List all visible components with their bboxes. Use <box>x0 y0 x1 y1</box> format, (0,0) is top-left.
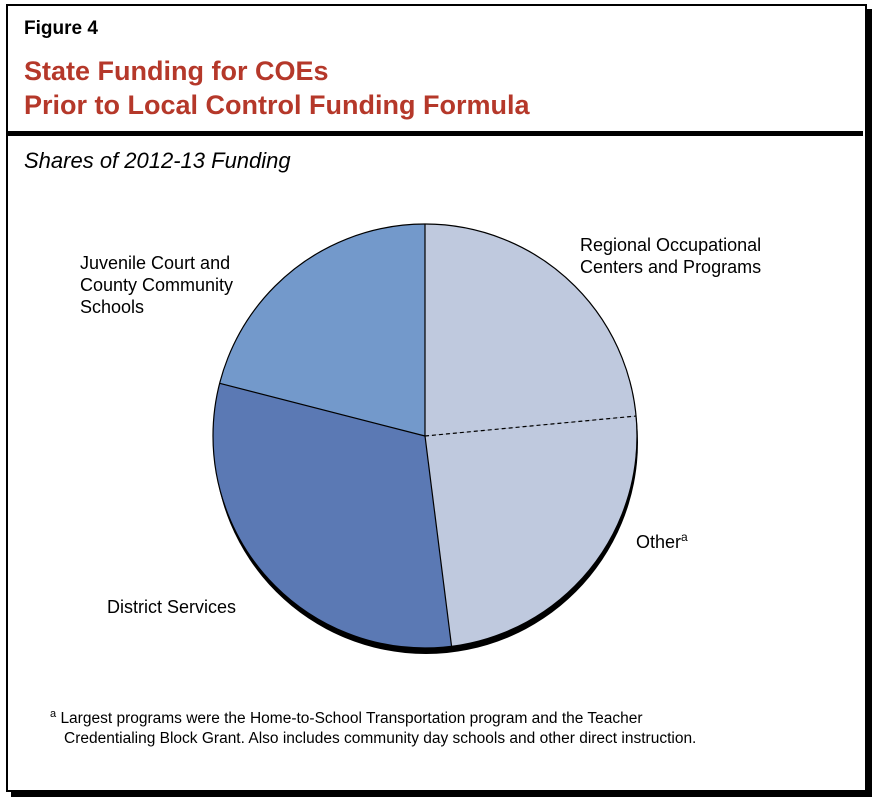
chart-title-line1: State Funding for COEs <box>24 56 329 86</box>
slice-regional-occupational <box>425 224 637 436</box>
label-other: Othera <box>636 526 688 553</box>
label-other-footnote-marker: a <box>681 530 688 544</box>
chart-title-line2: Prior to Local Control Funding Formula <box>24 90 530 120</box>
slice-divider <box>219 382 426 437</box>
label-juvenile-court-line3: Schools <box>80 297 145 317</box>
slice-district-services <box>212 383 452 648</box>
figure-label: Figure 4 <box>24 18 98 39</box>
label-regional-occupational-line1: Regional Occupational <box>580 235 762 255</box>
footnote-line2-wrap: Credentialing Block Grant. Also includes… <box>50 729 840 749</box>
chart-subtitle: Shares of 2012-13 Funding <box>24 148 291 173</box>
label-district-services: District Services <box>107 597 237 617</box>
label-regional-occupational: Regional Occupational Centers and Progra… <box>580 234 761 278</box>
label-regional-occupational-line2: Centers and Programs <box>580 257 762 277</box>
label-juvenile-court-line2: County Community <box>80 275 234 295</box>
pie-outline <box>212 223 638 649</box>
slice-divider <box>424 435 453 647</box>
divider-dashed <box>424 415 637 437</box>
slice-juvenile-court <box>219 224 425 436</box>
footnote-line1: a Largest programs were the Home-to-Scho… <box>50 704 840 729</box>
label-juvenile-court-line1: Juvenile Court and <box>80 253 231 273</box>
title-divider <box>6 131 863 136</box>
chart-title: State Funding for COEs Prior to Local Co… <box>24 54 529 122</box>
label-juvenile-court: Juvenile Court and County Community Scho… <box>80 252 233 318</box>
slice-other <box>425 416 637 647</box>
label-other-text: Other <box>636 532 682 552</box>
footnote-marker: a <box>50 708 57 720</box>
footnote-text-line2: Credentialing Block Grant. Also includes… <box>64 730 697 748</box>
footnote-text-line1: Largest programs were the Home-to-School… <box>60 710 643 728</box>
footnote: a Largest programs were the Home-to-Scho… <box>50 704 840 749</box>
